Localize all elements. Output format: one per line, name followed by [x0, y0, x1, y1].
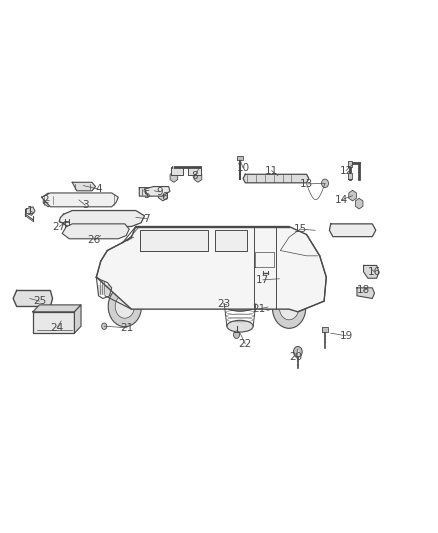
Text: 24: 24 — [50, 323, 64, 333]
Polygon shape — [215, 230, 247, 251]
Text: 12: 12 — [339, 166, 353, 175]
Text: 7: 7 — [143, 214, 150, 223]
Circle shape — [233, 331, 240, 338]
Text: 27: 27 — [53, 222, 66, 231]
Polygon shape — [364, 265, 379, 278]
Polygon shape — [140, 230, 208, 251]
Text: 13: 13 — [300, 179, 313, 189]
Circle shape — [293, 346, 302, 357]
Polygon shape — [42, 193, 118, 207]
Circle shape — [272, 288, 306, 328]
Polygon shape — [188, 167, 201, 175]
Polygon shape — [145, 187, 170, 196]
Text: 23: 23 — [217, 299, 230, 309]
Polygon shape — [348, 161, 352, 167]
Polygon shape — [357, 288, 374, 298]
Polygon shape — [329, 224, 376, 237]
Text: 21: 21 — [252, 304, 265, 314]
Text: 26: 26 — [88, 235, 101, 245]
Polygon shape — [237, 156, 243, 160]
Text: 1: 1 — [26, 206, 33, 215]
Ellipse shape — [224, 296, 256, 311]
Text: 15: 15 — [293, 224, 307, 234]
Ellipse shape — [227, 320, 253, 332]
Text: 8: 8 — [191, 171, 198, 181]
Text: 17: 17 — [256, 275, 269, 285]
Circle shape — [369, 269, 374, 274]
Circle shape — [276, 274, 283, 283]
Polygon shape — [171, 167, 183, 175]
Text: 10: 10 — [237, 163, 250, 173]
Text: 6: 6 — [161, 192, 168, 202]
Text: 22: 22 — [239, 339, 252, 349]
Text: 14: 14 — [335, 195, 348, 205]
Text: 3: 3 — [82, 200, 89, 210]
Circle shape — [108, 286, 141, 327]
Polygon shape — [13, 290, 53, 306]
Text: 11: 11 — [265, 166, 278, 175]
Circle shape — [279, 296, 299, 320]
Circle shape — [300, 175, 306, 182]
Polygon shape — [243, 174, 309, 183]
Text: 18: 18 — [357, 286, 370, 295]
Polygon shape — [59, 211, 145, 227]
Circle shape — [246, 175, 251, 182]
Polygon shape — [26, 207, 35, 215]
Text: 21: 21 — [120, 323, 134, 333]
Polygon shape — [62, 224, 129, 239]
Polygon shape — [139, 188, 151, 196]
Circle shape — [102, 323, 107, 329]
Polygon shape — [72, 182, 95, 191]
Text: 4: 4 — [95, 184, 102, 194]
Text: 2: 2 — [42, 195, 49, 205]
Circle shape — [321, 179, 328, 188]
Polygon shape — [33, 312, 74, 333]
Text: 16: 16 — [368, 267, 381, 277]
Polygon shape — [74, 305, 81, 333]
Polygon shape — [348, 173, 352, 179]
Polygon shape — [322, 327, 328, 332]
Circle shape — [115, 295, 134, 318]
Text: 20: 20 — [289, 352, 302, 362]
Text: 5: 5 — [143, 190, 150, 199]
Text: 19: 19 — [339, 331, 353, 341]
Polygon shape — [96, 227, 326, 312]
Circle shape — [265, 304, 271, 310]
Circle shape — [278, 277, 281, 281]
Polygon shape — [33, 305, 81, 312]
Text: 9: 9 — [156, 187, 163, 197]
Text: 25: 25 — [33, 296, 46, 306]
